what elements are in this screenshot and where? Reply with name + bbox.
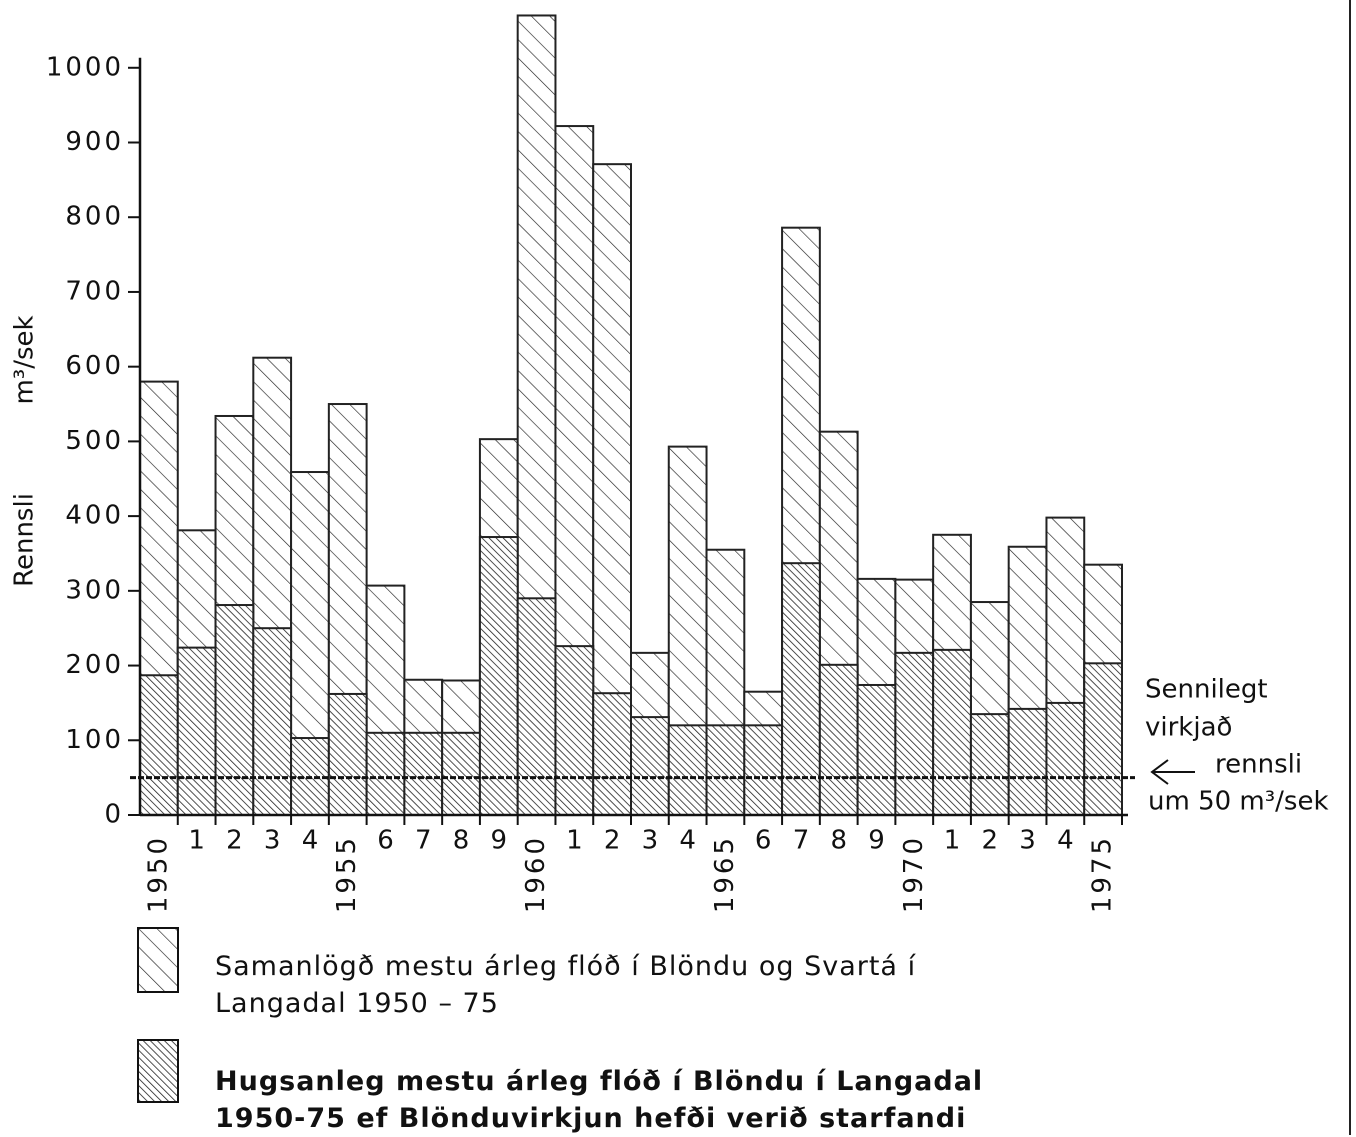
x-tick-label: 6 — [377, 826, 394, 856]
x-tick-label: 9 — [491, 826, 508, 856]
x-tick-label: 1 — [188, 826, 205, 856]
x-tick-label: 1 — [566, 826, 583, 856]
x-tick-label: 8 — [830, 826, 847, 856]
bar — [667, 724, 708, 816]
y-tick-label: 100 — [65, 725, 124, 755]
x-tick-label: 1970 — [899, 835, 929, 913]
y-tick-label: 500 — [65, 426, 124, 456]
x-tick-label: 1960 — [521, 835, 551, 913]
y-tick-label: 900 — [65, 127, 124, 157]
bar — [1083, 662, 1123, 817]
bar — [743, 724, 784, 816]
bar — [365, 731, 406, 816]
x-tick-label: 3 — [1019, 826, 1036, 856]
x-tick-label: 4 — [302, 826, 319, 856]
annotation: rennsli — [1215, 750, 1302, 780]
y-tick-label: 800 — [65, 202, 124, 232]
x-tick-label: 9 — [868, 826, 885, 856]
bar — [214, 604, 255, 817]
bar — [403, 731, 444, 816]
x-tick-label: 1965 — [710, 835, 740, 913]
x-tick-label: 1950 — [143, 835, 173, 913]
x-tick-label: 3 — [642, 826, 659, 856]
x-tick-label: 2 — [982, 826, 999, 856]
bar — [630, 716, 670, 816]
annotation: Sennilegt — [1145, 675, 1268, 705]
bar — [969, 713, 1010, 816]
legend-entry: Samanlögð mestu árleg flóð í Blöndu og S… — [215, 951, 917, 1019]
x-tick-label: 4 — [679, 826, 696, 856]
bar — [856, 683, 897, 816]
bar — [554, 645, 595, 817]
legend-swatch — [137, 927, 179, 993]
x-tick-label: 2 — [604, 826, 621, 856]
y-tick-label: 700 — [65, 276, 124, 306]
bar — [327, 692, 368, 817]
bar — [176, 646, 217, 816]
x-tick-label: 4 — [1057, 826, 1074, 856]
bar — [1045, 701, 1086, 817]
legend-entry: Hugsanleg mestu árleg flóð í Blöndu í La… — [215, 1066, 984, 1134]
bar — [1007, 707, 1048, 817]
x-tick-label: 7 — [793, 826, 810, 856]
bar — [705, 724, 746, 816]
bar — [781, 562, 821, 816]
legend-swatch — [137, 1039, 179, 1103]
y-tick-label: 600 — [65, 351, 124, 381]
y-tick-label: 200 — [65, 650, 124, 680]
bar — [516, 597, 557, 816]
annotation: um 50 m³/sek — [1148, 787, 1329, 817]
bar — [139, 674, 179, 817]
bar — [252, 627, 293, 817]
y-tick-label: 0 — [104, 800, 124, 830]
x-tick-label: 6 — [755, 826, 772, 856]
x-tick-label: 7 — [415, 826, 432, 856]
x-tick-label: 3 — [264, 826, 281, 856]
bar — [894, 651, 935, 816]
y-label: Rennsli — [10, 493, 40, 587]
bar — [478, 536, 519, 816]
x-tick-label: 8 — [453, 826, 470, 856]
y-tick-label: 400 — [65, 501, 124, 531]
y-tick-label: 300 — [65, 575, 124, 605]
annotation-arrow — [1150, 759, 1195, 785]
bar — [441, 731, 481, 816]
y-tick-label: 1000 — [46, 52, 124, 82]
x-tick-label: 1955 — [332, 835, 362, 913]
x-tick-label: 1975 — [1088, 835, 1118, 913]
annotation: virkjað — [1145, 713, 1232, 743]
bar — [932, 648, 972, 816]
bar — [592, 692, 633, 816]
x-tick-label: 2 — [226, 826, 243, 856]
bar — [818, 663, 859, 817]
x-tick-label: 1 — [944, 826, 961, 856]
y-unit: m³/sek — [10, 315, 40, 404]
